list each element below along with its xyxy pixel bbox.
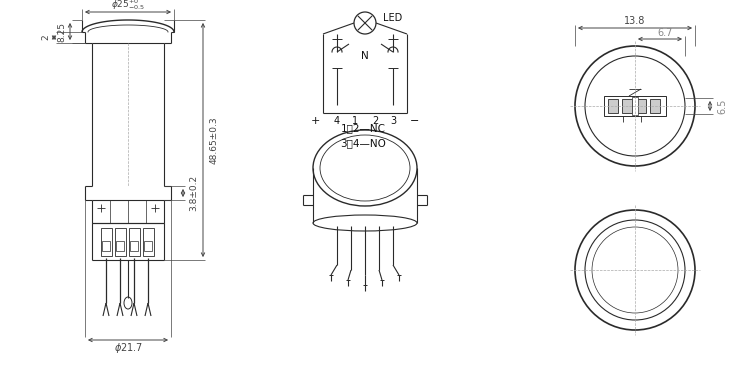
Text: 3.8±0.2: 3.8±0.2	[190, 175, 199, 211]
Bar	[128, 228, 140, 256]
Text: −: −	[410, 116, 420, 126]
Text: 2: 2	[41, 35, 50, 40]
Text: N: N	[362, 51, 369, 61]
Bar	[622, 99, 632, 113]
Text: LED: LED	[383, 13, 402, 23]
Text: 4: 4	[334, 116, 340, 126]
Bar	[115, 228, 125, 256]
Bar	[144, 241, 152, 251]
Text: 1、2—NC: 1、2—NC	[340, 123, 386, 133]
Text: +: +	[310, 116, 320, 126]
Bar	[116, 241, 124, 251]
Text: 8.25: 8.25	[58, 22, 67, 42]
Bar	[650, 99, 660, 113]
Text: $\phi$21.7: $\phi$21.7	[114, 341, 142, 355]
Text: 1: 1	[352, 116, 358, 126]
Bar	[100, 228, 112, 256]
Bar	[604, 96, 666, 116]
Text: 6.7: 6.7	[657, 28, 673, 38]
Text: $\phi$25$^{+0}_{-0.5}$: $\phi$25$^{+0}_{-0.5}$	[111, 0, 146, 12]
Bar	[636, 99, 646, 113]
Text: 2: 2	[372, 116, 378, 126]
Bar	[102, 241, 110, 251]
Bar	[608, 99, 618, 113]
Bar	[130, 241, 138, 251]
Bar	[142, 228, 154, 256]
Text: 3: 3	[390, 116, 396, 126]
Text: 48.65±0.3: 48.65±0.3	[209, 116, 218, 164]
Text: 6.5: 6.5	[717, 98, 727, 114]
Text: 3、4—NO: 3、4—NO	[340, 138, 386, 148]
Text: 13.8: 13.8	[624, 16, 646, 26]
Bar	[632, 97, 638, 115]
